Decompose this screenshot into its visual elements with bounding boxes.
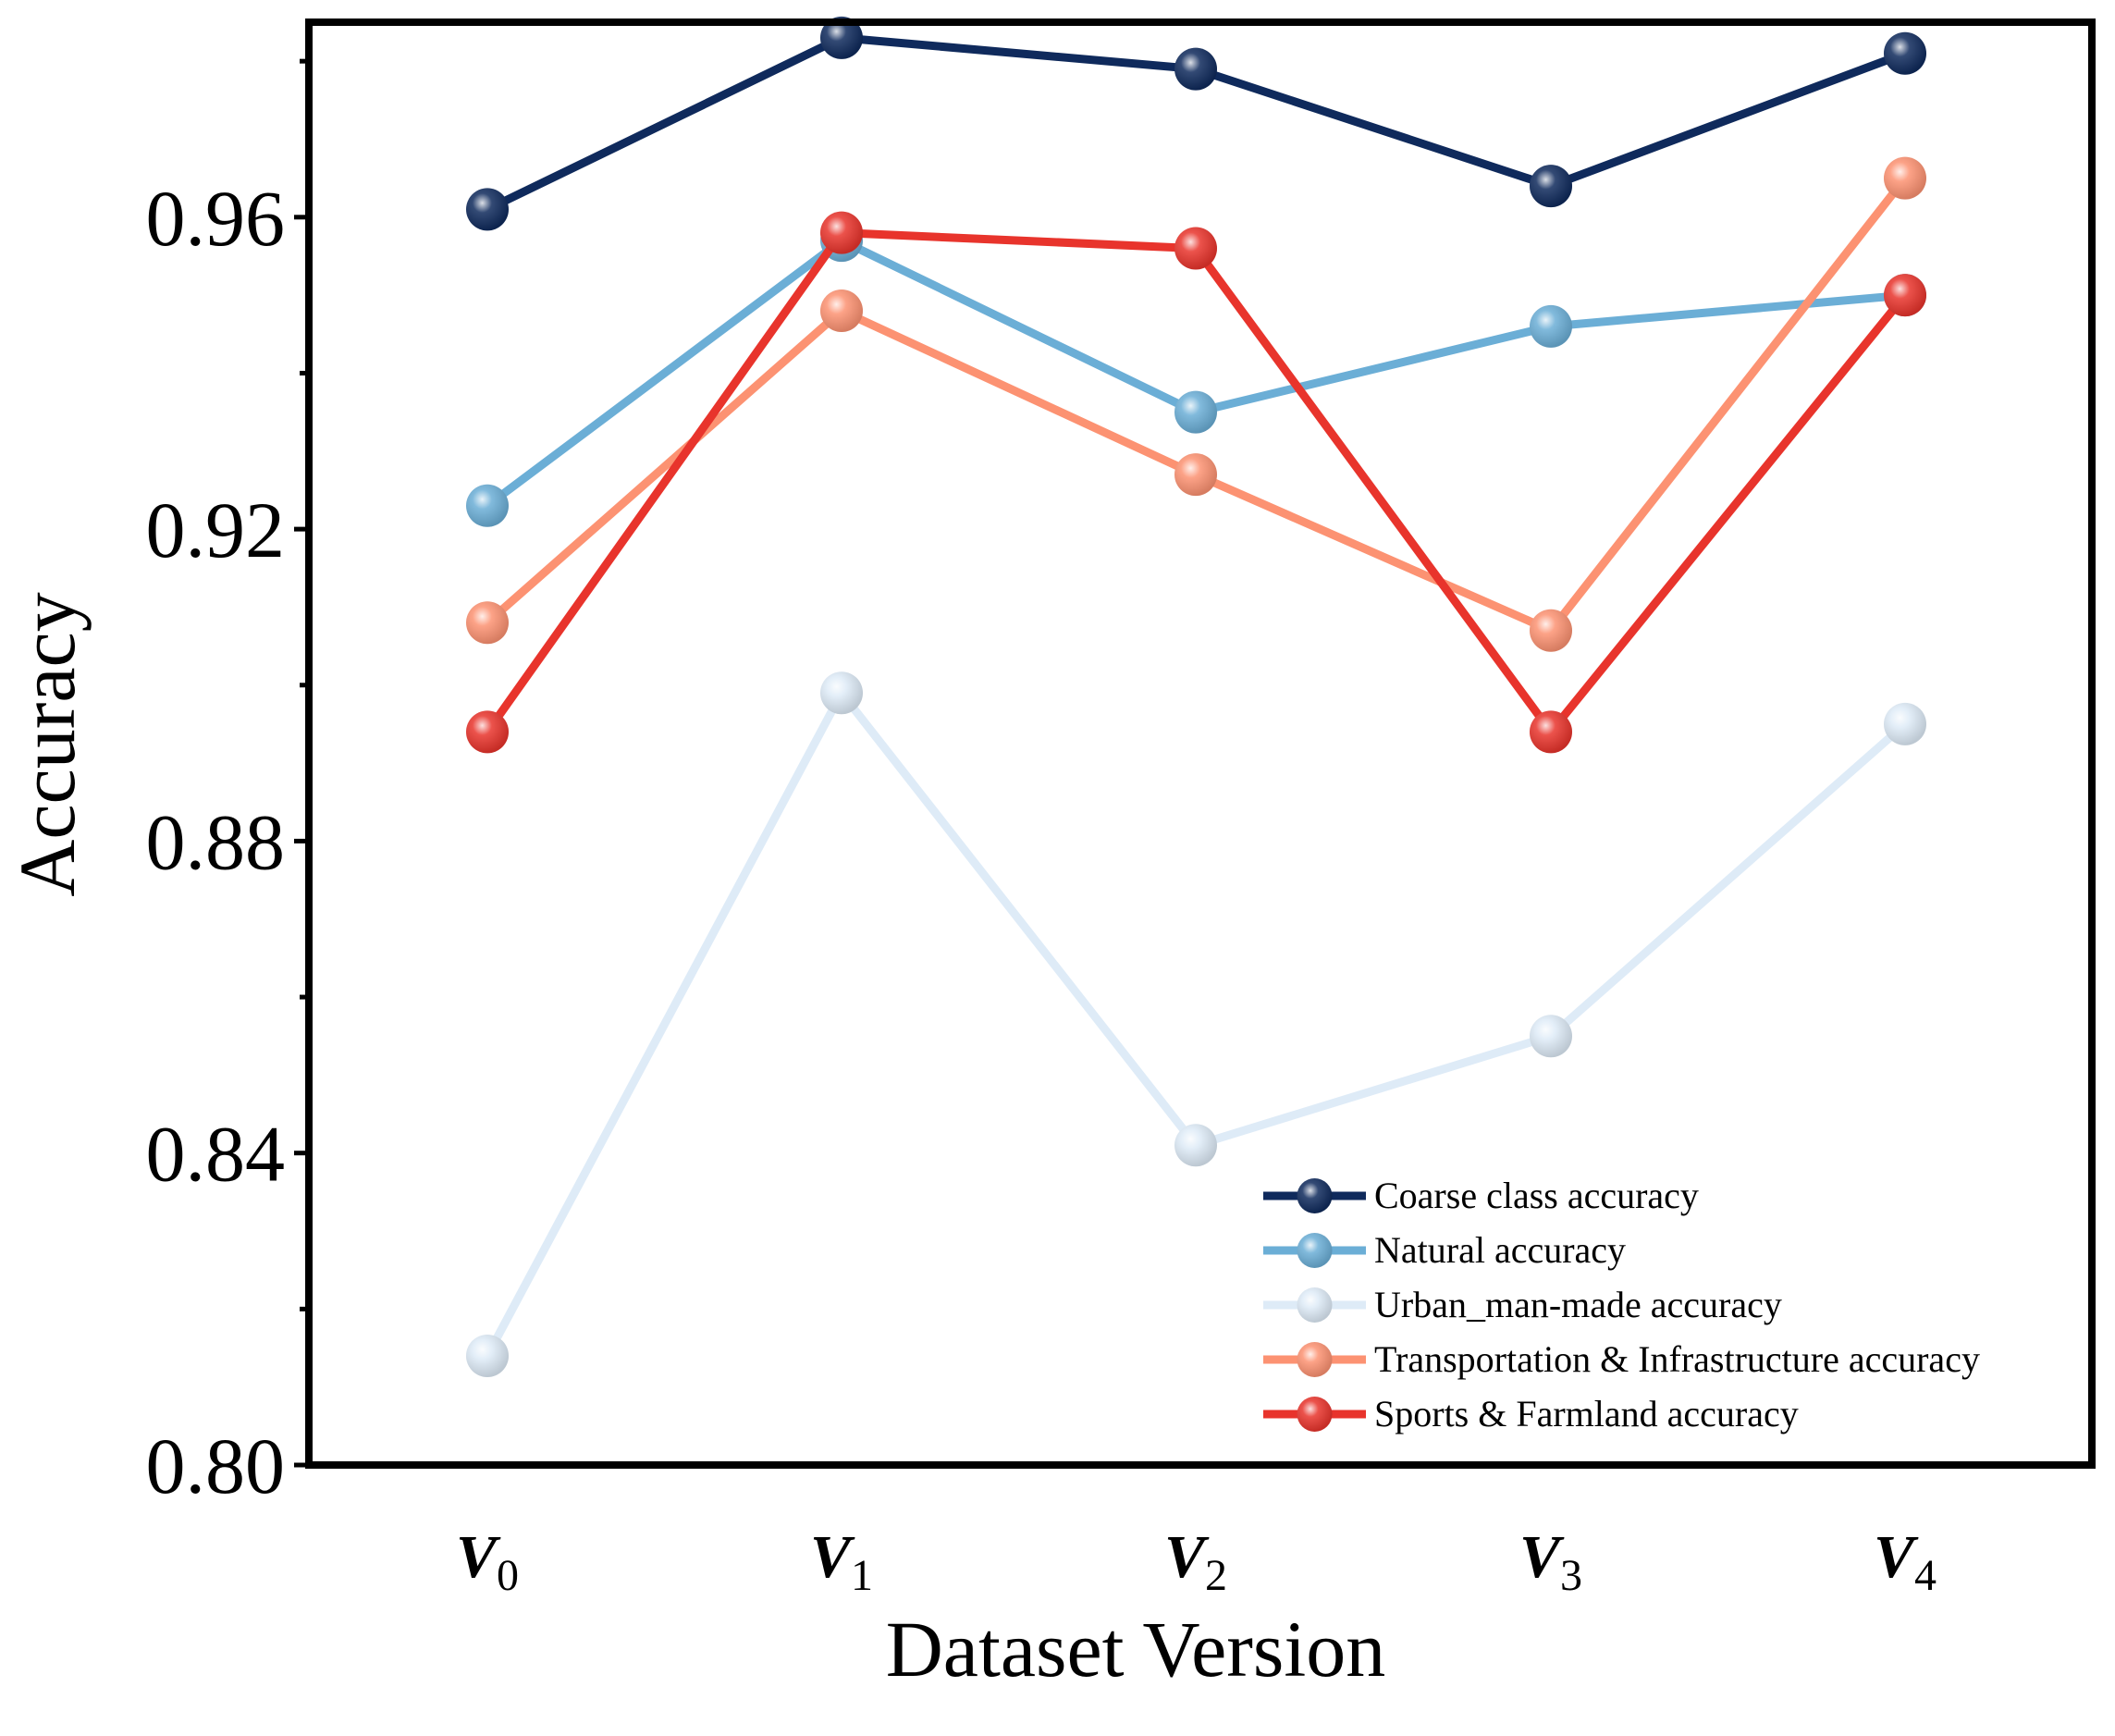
- data-point: [466, 188, 509, 231]
- legend-label: Transportation & Infrastructure accuracy: [1374, 1338, 1980, 1380]
- series-3: [466, 156, 1926, 652]
- legend-item: Urban_man-made accuracy: [1263, 1284, 1782, 1325]
- data-point: [1174, 227, 1217, 270]
- legend-item: Coarse class accuracy: [1263, 1175, 1699, 1216]
- series-layer: [466, 16, 1926, 1377]
- series-line: [484, 688, 1908, 1359]
- data-point: [1530, 304, 1572, 348]
- legend-label: Natural accuracy: [1374, 1229, 1626, 1271]
- plot-frame: [305, 18, 2096, 1469]
- data-point: [820, 671, 863, 715]
- data-point: [1884, 156, 1926, 200]
- y-axis-ticks: 0.80 0.84 0.88 0.92 0.96: [146, 58, 309, 1510]
- data-point: [1174, 47, 1217, 91]
- data-point: [1530, 1015, 1572, 1058]
- x-tick-label: V2: [1164, 1523, 1227, 1600]
- data-point: [1884, 31, 1926, 75]
- data-point: [820, 16, 863, 59]
- data-point: [466, 484, 509, 527]
- legend-label: Sports & Farmland accuracy: [1374, 1393, 1799, 1434]
- series-4: [466, 211, 1926, 754]
- data-point: [1884, 702, 1926, 745]
- data-point: [466, 1334, 509, 1377]
- legend: Coarse class accuracy Natural accuracy Urb…: [1263, 1175, 1980, 1434]
- y-axis-title: Accuracy: [3, 592, 92, 896]
- data-point: [466, 710, 509, 754]
- y-tick-label: 0.84: [146, 1110, 286, 1199]
- x-tick-label: V1: [810, 1523, 873, 1600]
- data-point: [1884, 274, 1926, 317]
- series-0: [466, 16, 1926, 231]
- legend-label: Coarse class accuracy: [1374, 1175, 1699, 1216]
- legend-label: Urban_man-made accuracy: [1374, 1284, 1782, 1325]
- legend-item: Natural accuracy: [1263, 1229, 1626, 1271]
- x-tick-label: V0: [456, 1523, 519, 1600]
- y-tick-label: 0.80: [146, 1422, 286, 1510]
- legend-item: Sports & Farmland accuracy: [1263, 1393, 1799, 1434]
- y-tick-label: 0.92: [146, 486, 286, 574]
- x-tick-label: V4: [1874, 1523, 1937, 1600]
- y-tick-label: 0.88: [146, 797, 286, 886]
- data-point: [466, 601, 509, 645]
- data-point: [1530, 710, 1572, 754]
- data-point: [820, 211, 863, 254]
- x-tick-label: V3: [1519, 1523, 1582, 1600]
- data-point: [1174, 1124, 1217, 1167]
- x-axis-title: Dataset Version: [886, 1605, 1386, 1693]
- data-point: [820, 289, 863, 332]
- data-point: [1530, 609, 1572, 652]
- x-axis-ticks: V0 V1 V2 V3 V4: [456, 1523, 1937, 1600]
- series-2: [466, 671, 1926, 1377]
- data-point: [1174, 453, 1217, 497]
- y-tick-label: 0.96: [146, 174, 286, 263]
- data-point: [1174, 390, 1217, 434]
- legend-item: Transportation & Infrastructure accuracy: [1263, 1338, 1980, 1380]
- data-point: [1530, 165, 1572, 208]
